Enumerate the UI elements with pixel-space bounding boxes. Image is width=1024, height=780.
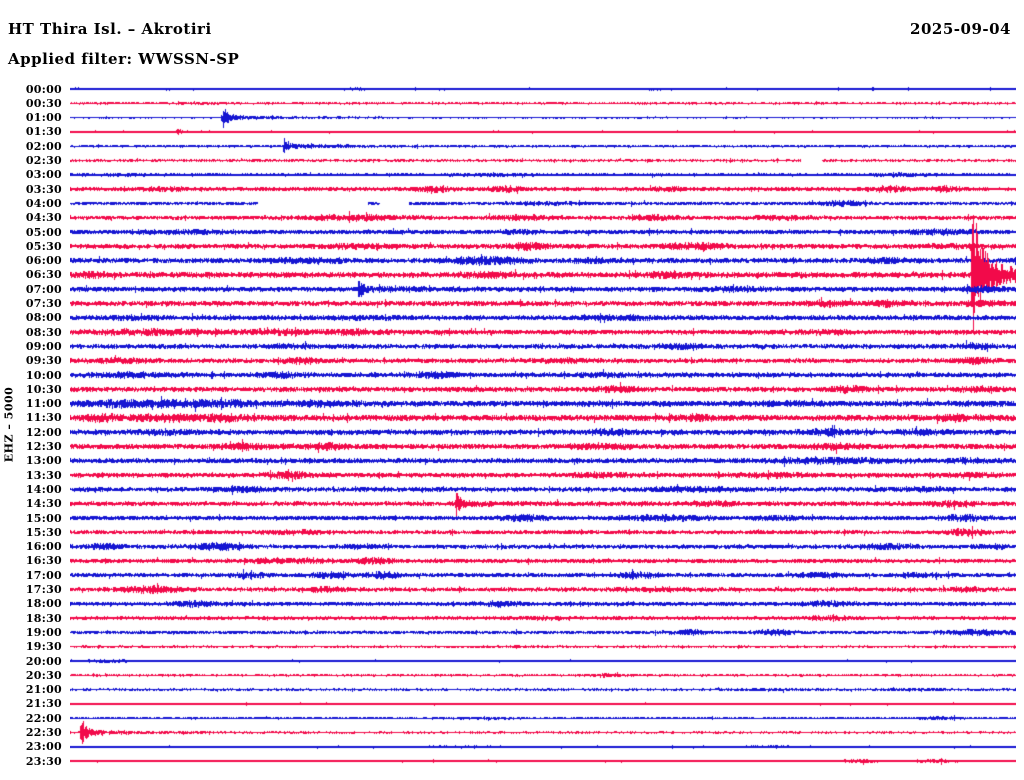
time-label: 16:00 <box>25 540 62 554</box>
time-label: 02:30 <box>25 154 62 167</box>
time-label: 23:00 <box>25 740 62 754</box>
time-label: 15:00 <box>25 511 62 525</box>
time-label: 13:30 <box>25 468 62 482</box>
time-label: 23:30 <box>25 754 62 768</box>
time-label: 22:00 <box>25 711 62 725</box>
time-label: 03:00 <box>25 168 62 182</box>
time-label: 04:30 <box>25 211 62 225</box>
time-label: 14:00 <box>25 482 62 496</box>
time-label: 01:00 <box>25 111 62 125</box>
time-label: 02:00 <box>25 139 62 153</box>
time-label: 07:00 <box>25 282 62 296</box>
station-title: HT Thira Isl. – Akrotiri <box>8 20 212 38</box>
time-label: 17:00 <box>25 568 62 582</box>
time-label: 00:00 <box>25 82 62 96</box>
time-label: 22:30 <box>25 726 62 739</box>
time-axis: 00:00 00:30 01:00 01:30 02:00 02:30 03:00 03:30… <box>0 0 63 780</box>
time-label: 10:00 <box>25 368 62 382</box>
time-label: 08:30 <box>25 325 62 339</box>
time-label: 12:30 <box>25 440 62 453</box>
time-label: 13:00 <box>25 454 62 468</box>
time-label: 16:30 <box>25 554 62 568</box>
time-label: 09:30 <box>25 354 62 368</box>
time-label: 06:00 <box>25 254 62 268</box>
time-label: 06:30 <box>25 268 62 282</box>
seismogram-traces-canvas <box>70 82 1016 778</box>
date-label: 2025-09-04 <box>910 20 1011 38</box>
applied-filter-label: Applied filter: WWSSN-SP <box>8 50 240 68</box>
time-label: 07:30 <box>25 297 62 310</box>
time-label: 05:30 <box>25 239 62 253</box>
time-label: 11:30 <box>25 411 62 425</box>
time-label: 12:00 <box>25 425 62 439</box>
time-label: 20:30 <box>25 668 62 682</box>
time-label: 19:30 <box>25 640 62 654</box>
time-label: 09:00 <box>25 339 62 353</box>
time-label: 18:00 <box>25 597 62 611</box>
time-label: 08:00 <box>25 311 62 325</box>
time-label: 10:30 <box>25 382 62 396</box>
time-label: 18:30 <box>25 611 62 625</box>
time-label: 03:30 <box>25 182 62 196</box>
time-label: 04:00 <box>25 196 62 210</box>
time-label: 17:30 <box>25 583 62 596</box>
time-label: 20:00 <box>25 654 62 668</box>
time-label: 11:00 <box>25 397 62 411</box>
time-label: 19:00 <box>25 625 62 639</box>
time-label: 00:30 <box>25 96 62 110</box>
time-label: 15:30 <box>25 525 62 539</box>
time-label: 21:30 <box>25 697 62 711</box>
time-label: 01:30 <box>25 125 62 139</box>
time-label: 14:30 <box>25 497 62 511</box>
time-label: 21:00 <box>25 683 62 697</box>
time-label: 05:00 <box>25 225 62 239</box>
